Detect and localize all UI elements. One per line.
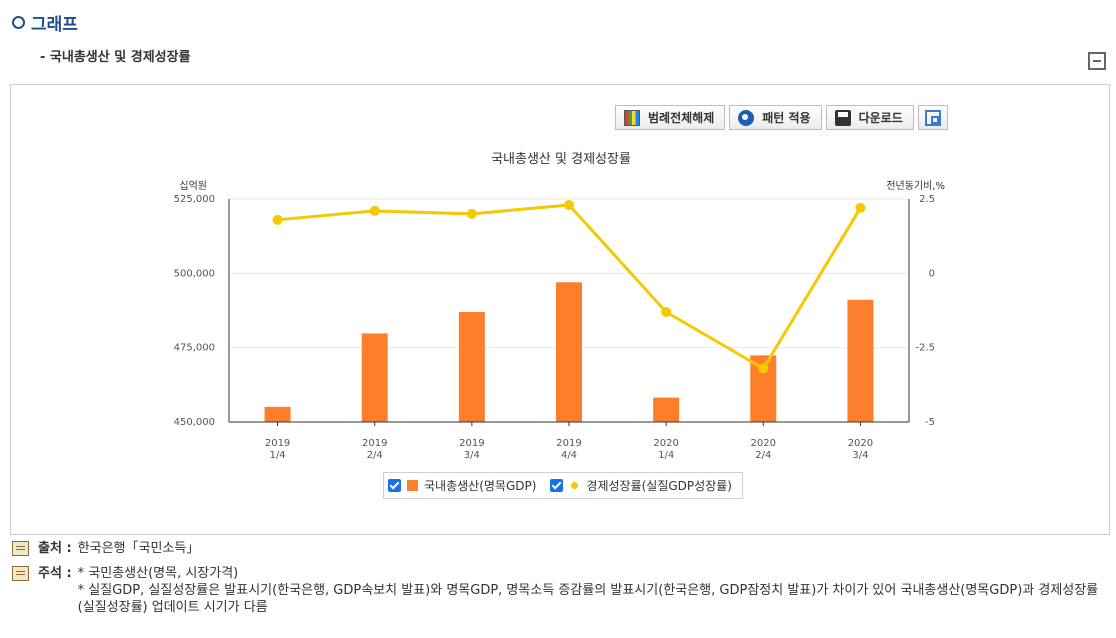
x-tick-label: 2019 — [362, 438, 387, 449]
pattern-apply-label: 패턴 적용 — [762, 111, 811, 125]
refresh-icon — [738, 109, 755, 126]
bar — [653, 397, 680, 422]
remark-line: * 국민총생산(명목, 시장가격) — [77, 566, 239, 581]
line-point — [855, 202, 866, 213]
bar-swatch — [407, 480, 418, 491]
section-title-text: 그래프 — [31, 15, 78, 35]
line-point — [564, 199, 574, 210]
legend-toggle-label: 범례전체해제 — [648, 111, 715, 125]
chart-panel: 범례전체해제 패턴 적용 다운로드 국내총생산 및 경제성장률 십억원 전년동기… — [10, 84, 1110, 535]
chart-title: 국내총생산 및 경제성장률 — [491, 152, 631, 167]
line-point — [369, 205, 380, 216]
y-left-tick-label: 475,000 — [174, 343, 215, 354]
save-icon — [834, 109, 851, 126]
x-tick-label: 2019 — [556, 438, 581, 449]
y-right-tick-label: -2.5 — [915, 343, 935, 354]
x-tick-label: 3/4 — [464, 450, 480, 461]
bar — [264, 406, 291, 422]
y-left-tick-label: 525,000 — [174, 194, 215, 205]
notes-section: 출처 : 한국은행「국민소득」 주석 : * 국민총생산(명목, 시장가격) *… — [12, 540, 1102, 624]
pattern-apply-button[interactable]: 패턴 적용 — [729, 105, 822, 130]
chart-toolbar: 범례전체해제 패턴 적용 다운로드 — [615, 105, 948, 130]
y-left-axis-label: 십억원 — [179, 180, 207, 192]
source-key: 출처 : — [38, 541, 72, 556]
legend-item-gdp[interactable]: 국내총생산(명목GDP) — [388, 477, 536, 494]
bar — [361, 333, 388, 422]
chart-subtitle: - 국내총생산 및 경제성장률 — [40, 50, 191, 65]
x-tick-label: 2020 — [751, 438, 776, 449]
memo-icon — [12, 566, 29, 581]
checkbox-icon[interactable] — [550, 479, 564, 492]
legend-label-growth: 경제성장률(실질GDP성장률) — [586, 479, 732, 493]
x-tick-label: 2020 — [653, 438, 678, 449]
y-right-axis-label: 전년동기비,% — [886, 180, 945, 192]
checkbox-icon[interactable] — [388, 479, 401, 492]
source-note: 출처 : 한국은행「국민소득」 — [12, 540, 1102, 557]
y-left-tick-label: 450,000 — [174, 417, 215, 428]
collapse-button[interactable] — [1088, 52, 1106, 70]
x-tick-label: 2/4 — [755, 450, 771, 461]
circle-icon — [12, 16, 25, 29]
line-swatch — [571, 482, 579, 489]
fullscreen-button[interactable] — [917, 105, 948, 130]
download-label: 다운로드 — [858, 111, 903, 125]
line-point — [272, 214, 283, 225]
remark-note: 주석 : * 국민총생산(명목, 시장가격) * 실질GDP, 실질성장률은 발… — [12, 565, 1102, 616]
chart-svg: 국내총생산 및 경제성장률 십억원 전년동기비,% 450,000 475,000… — [174, 152, 945, 461]
x-tick-label: 2019 — [265, 438, 290, 449]
line-point — [758, 363, 769, 374]
legend-label-gdp: 국내총생산(명목GDP) — [424, 479, 537, 493]
bar — [556, 282, 582, 422]
y-left-tick-label: 500,000 — [174, 268, 215, 279]
x-tick-label: 4/4 — [561, 450, 577, 461]
line-point — [661, 306, 672, 317]
bar — [458, 311, 485, 422]
memo-icon — [12, 541, 29, 556]
bar-chart-icon — [624, 109, 640, 126]
x-tick-label: 1/4 — [658, 450, 674, 461]
x-tick-label: 2019 — [459, 438, 484, 449]
y-right-tick-label: 2.5 — [919, 194, 935, 205]
expand-icon — [924, 109, 941, 126]
remark-line: * 실질GDP, 실질성장률은 발표시기(한국은행, GDP속보치 발표)와 명… — [77, 583, 1099, 615]
remark-key: 주석 : — [38, 566, 72, 581]
bar — [847, 299, 874, 422]
x-tick-label: 3/4 — [852, 450, 868, 461]
section-title: 그래프 — [12, 10, 78, 35]
remark-body: * 국민총생산(명목, 시장가격) * 실질GDP, 실질성장률은 발표시기(한… — [78, 565, 1102, 616]
legend-item-growth[interactable]: 경제성장률(실질GDP성장률) — [550, 477, 732, 494]
x-tick-label: 2020 — [848, 438, 873, 449]
legend-toggle-button[interactable]: 범례전체해제 — [615, 105, 726, 130]
download-button[interactable]: 다운로드 — [825, 105, 914, 130]
y-right-tick-label: 0 — [929, 268, 935, 279]
chart-legend: 국내총생산(명목GDP) 경제성장률(실질GDP성장률) — [383, 472, 743, 499]
y-right-tick-label: -5 — [925, 417, 935, 428]
source-text: 한국은행「국민소득」 — [77, 541, 200, 556]
line-point — [466, 208, 477, 219]
x-tick-label: 1/4 — [270, 450, 286, 461]
x-tick-label: 2/4 — [367, 450, 383, 461]
